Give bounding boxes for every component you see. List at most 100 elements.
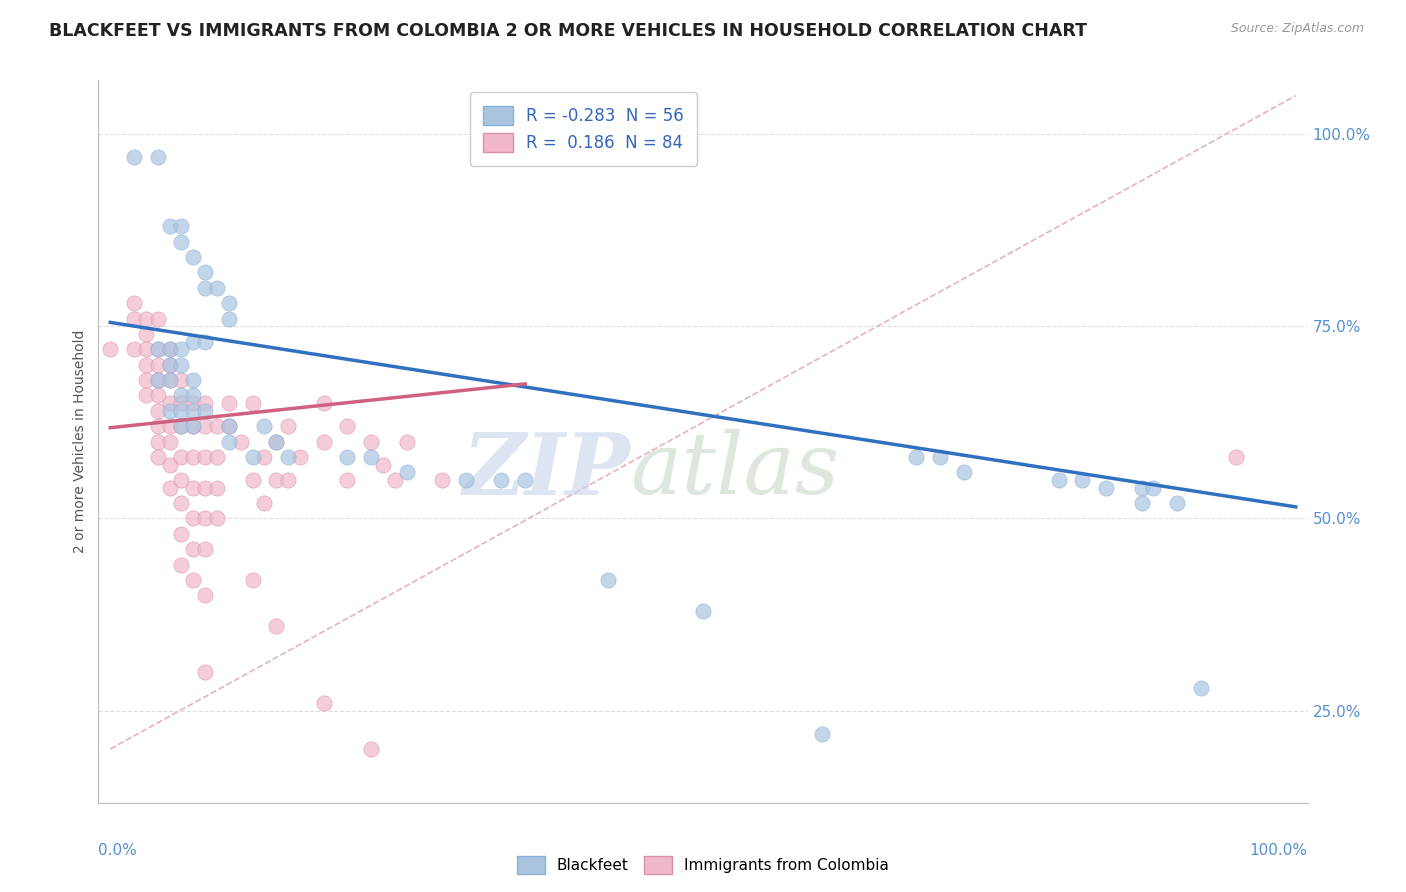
Point: [181, 419, 204, 434]
Point: [122, 343, 145, 357]
Point: [384, 473, 406, 487]
Point: [181, 542, 204, 557]
Point: [264, 434, 287, 449]
Point: [181, 481, 204, 495]
Point: [312, 696, 335, 710]
Point: [98, 343, 121, 357]
Point: [288, 450, 311, 464]
Point: [146, 358, 169, 372]
Point: [264, 434, 287, 449]
Text: 0.0%: 0.0%: [98, 843, 138, 857]
Point: [810, 726, 832, 740]
Point: [170, 419, 193, 434]
Point: [181, 404, 204, 418]
Point: [159, 419, 181, 434]
Point: [159, 458, 181, 472]
Point: [146, 311, 169, 326]
Point: [1130, 496, 1153, 510]
Point: [253, 450, 276, 464]
Point: [135, 311, 157, 326]
Point: [242, 396, 264, 410]
Point: [194, 481, 217, 495]
Point: [312, 434, 335, 449]
Point: [336, 419, 359, 434]
Point: [194, 334, 217, 349]
Text: ZIP: ZIP: [463, 429, 630, 512]
Point: [395, 465, 418, 479]
Point: [159, 343, 181, 357]
Point: [205, 481, 228, 495]
Point: [277, 450, 299, 464]
Point: [395, 434, 418, 449]
Point: [242, 573, 264, 587]
Point: [170, 343, 193, 357]
Point: [122, 296, 145, 310]
Point: [194, 511, 217, 525]
Point: [194, 450, 217, 464]
Point: [194, 281, 217, 295]
Point: [692, 604, 714, 618]
Point: [277, 419, 299, 434]
Point: [181, 396, 204, 410]
Text: BLACKFEET VS IMMIGRANTS FROM COLOMBIA 2 OR MORE VEHICLES IN HOUSEHOLD CORRELATIO: BLACKFEET VS IMMIGRANTS FROM COLOMBIA 2 …: [49, 22, 1087, 40]
Point: [360, 434, 382, 449]
Point: [194, 404, 217, 418]
Point: [1071, 473, 1094, 487]
Point: [336, 473, 359, 487]
Point: [253, 496, 276, 510]
Point: [159, 396, 181, 410]
Point: [194, 419, 217, 434]
Point: [170, 419, 193, 434]
Point: [598, 573, 620, 587]
Point: [205, 281, 228, 295]
Point: [146, 434, 169, 449]
Legend: R = -0.283  N = 56, R =  0.186  N = 84: R = -0.283 N = 56, R = 0.186 N = 84: [470, 92, 697, 166]
Point: [170, 404, 193, 418]
Point: [181, 373, 204, 387]
Point: [159, 373, 181, 387]
Point: [194, 265, 217, 279]
Point: [1142, 481, 1164, 495]
Point: [181, 388, 204, 402]
Point: [1130, 481, 1153, 495]
Point: [159, 373, 181, 387]
Point: [264, 473, 287, 487]
Point: [218, 419, 240, 434]
Point: [122, 150, 145, 164]
Point: [194, 588, 217, 602]
Point: [181, 450, 204, 464]
Point: [135, 343, 157, 357]
Point: [170, 526, 193, 541]
Point: [159, 434, 181, 449]
Point: [146, 373, 169, 387]
Point: [170, 473, 193, 487]
Point: [181, 250, 204, 264]
Point: [905, 450, 928, 464]
Point: [181, 511, 204, 525]
Text: Source: ZipAtlas.com: Source: ZipAtlas.com: [1230, 22, 1364, 36]
Point: [170, 358, 193, 372]
Point: [242, 450, 264, 464]
Point: [181, 573, 204, 587]
Point: [135, 373, 157, 387]
Point: [253, 419, 276, 434]
Point: [146, 150, 169, 164]
Point: [218, 311, 240, 326]
Point: [194, 542, 217, 557]
Point: [135, 358, 157, 372]
Point: [360, 742, 382, 756]
Point: [170, 396, 193, 410]
Point: [135, 326, 157, 341]
Point: [205, 419, 228, 434]
Point: [170, 450, 193, 464]
Point: [159, 358, 181, 372]
Point: [218, 419, 240, 434]
Point: [181, 334, 204, 349]
Point: [218, 434, 240, 449]
Point: [194, 665, 217, 680]
Point: [205, 511, 228, 525]
Point: [146, 404, 169, 418]
Point: [1189, 681, 1212, 695]
Point: [1047, 473, 1070, 487]
Point: [170, 219, 193, 234]
